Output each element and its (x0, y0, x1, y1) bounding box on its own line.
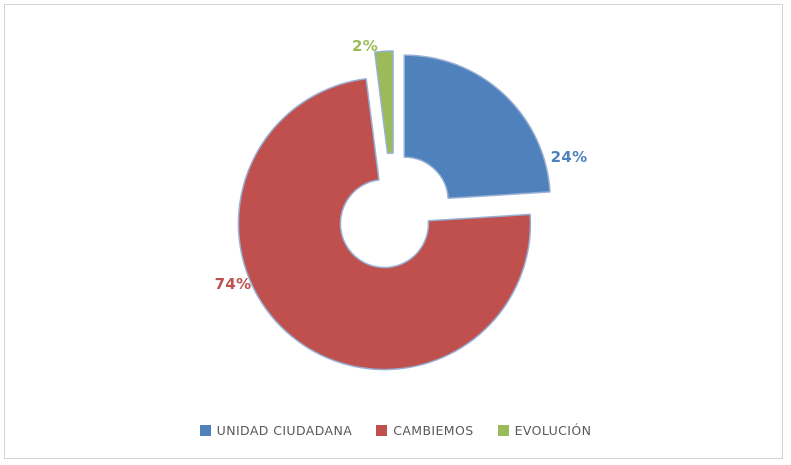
legend-swatch-cambiemos (376, 425, 388, 436)
chart-legend: UNIDAD CIUDADANA CAMBIEMOS EVOLUCIÓN (0, 423, 791, 438)
legend-swatch-evolucion (497, 425, 509, 436)
slice-unidad-ciudadana[interactable] (403, 54, 551, 200)
data-label-unidad-ciudadana: 24% (550, 148, 588, 166)
legend-item-cambiemos[interactable]: CAMBIEMOS (376, 423, 473, 438)
legend-swatch-unidad-ciudadana (199, 425, 211, 436)
legend-item-evolucion[interactable]: EVOLUCIÓN (497, 423, 592, 438)
legend-item-unidad-ciudadana[interactable]: UNIDAD CIUDADANA (199, 423, 353, 438)
legend-label-cambiemos: CAMBIEMOS (393, 423, 474, 438)
slice-cambiemos[interactable] (237, 77, 532, 371)
data-label-cambiemos: 74% (214, 275, 252, 293)
legend-label-unidad-ciudadana: UNIDAD CIUDADANA (216, 423, 353, 438)
legend-label-evolucion: EVOLUCIÓN (514, 423, 592, 438)
slice-evolucion[interactable] (374, 50, 394, 155)
data-label-evolucion: 2% (351, 37, 379, 55)
